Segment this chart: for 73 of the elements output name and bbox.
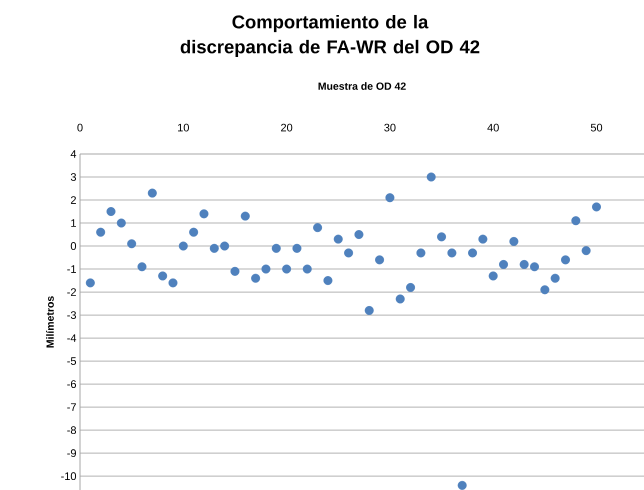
y-tick-label: -10 xyxy=(61,472,76,480)
point xyxy=(520,260,529,269)
point xyxy=(406,282,416,292)
point xyxy=(292,244,302,253)
point xyxy=(199,209,208,218)
point xyxy=(240,212,250,221)
point xyxy=(468,248,478,258)
x-tick-label: 40 xyxy=(487,124,499,132)
point xyxy=(220,242,230,251)
y-tick-label: -3 xyxy=(67,311,76,319)
y-tick-label: -1 xyxy=(67,265,76,273)
point xyxy=(509,236,518,246)
point xyxy=(261,264,270,274)
point xyxy=(488,271,498,280)
y-tick-label: 2 xyxy=(70,196,76,204)
point xyxy=(592,202,601,212)
point xyxy=(251,274,260,283)
point xyxy=(550,274,560,283)
point xyxy=(426,172,436,182)
point xyxy=(106,207,116,216)
x-tick-label: 30 xyxy=(384,124,396,132)
point xyxy=(416,248,426,258)
y-tick-label: -8 xyxy=(67,426,76,434)
point xyxy=(571,216,580,226)
point xyxy=(272,244,281,253)
x-tick-label: 50 xyxy=(590,124,602,132)
point xyxy=(499,260,508,269)
point xyxy=(396,294,405,304)
point xyxy=(323,276,332,286)
y-tick-label: -7 xyxy=(67,403,76,411)
point xyxy=(189,228,198,237)
y-tick-label: 1 xyxy=(71,219,76,227)
y-tick-label: -2 xyxy=(67,288,76,296)
x-axis-title: Muestra de OD 42 xyxy=(318,82,406,90)
point xyxy=(334,234,343,244)
point xyxy=(210,244,219,253)
point xyxy=(385,193,394,202)
point xyxy=(302,264,312,274)
point xyxy=(344,248,354,258)
point xyxy=(282,264,292,274)
point xyxy=(354,230,364,240)
point xyxy=(116,218,126,228)
point xyxy=(364,306,374,315)
y-tick-label: -9 xyxy=(67,449,76,458)
y-tick-label: -6 xyxy=(67,380,76,388)
point xyxy=(582,246,591,256)
y-tick-label: 0 xyxy=(70,242,76,250)
x-tick-label: 0 xyxy=(77,124,83,132)
y-axis-title: Milímetros xyxy=(46,296,54,348)
point xyxy=(127,239,136,248)
point xyxy=(437,232,446,242)
point xyxy=(96,228,106,237)
point xyxy=(530,262,540,272)
x-tick-label: 10 xyxy=(178,124,189,132)
point xyxy=(230,266,240,276)
chart-title: Comportamiento de la discrepancia de FA-WR del OD 42 xyxy=(180,14,480,58)
point xyxy=(168,278,178,288)
y-tick-label: 3 xyxy=(70,173,76,181)
y-tick-label: -4 xyxy=(67,334,76,342)
y-tick-label: 4 xyxy=(70,150,76,158)
point xyxy=(375,255,384,264)
point xyxy=(86,278,95,288)
point xyxy=(540,285,550,294)
point xyxy=(158,271,168,280)
y-tick-label: -5 xyxy=(67,357,76,365)
point xyxy=(478,234,488,244)
point xyxy=(148,188,157,198)
point xyxy=(447,248,456,258)
x-tick-label: 20 xyxy=(281,124,292,132)
point xyxy=(313,223,322,232)
point xyxy=(178,242,188,251)
point xyxy=(561,255,570,264)
point xyxy=(137,262,146,272)
